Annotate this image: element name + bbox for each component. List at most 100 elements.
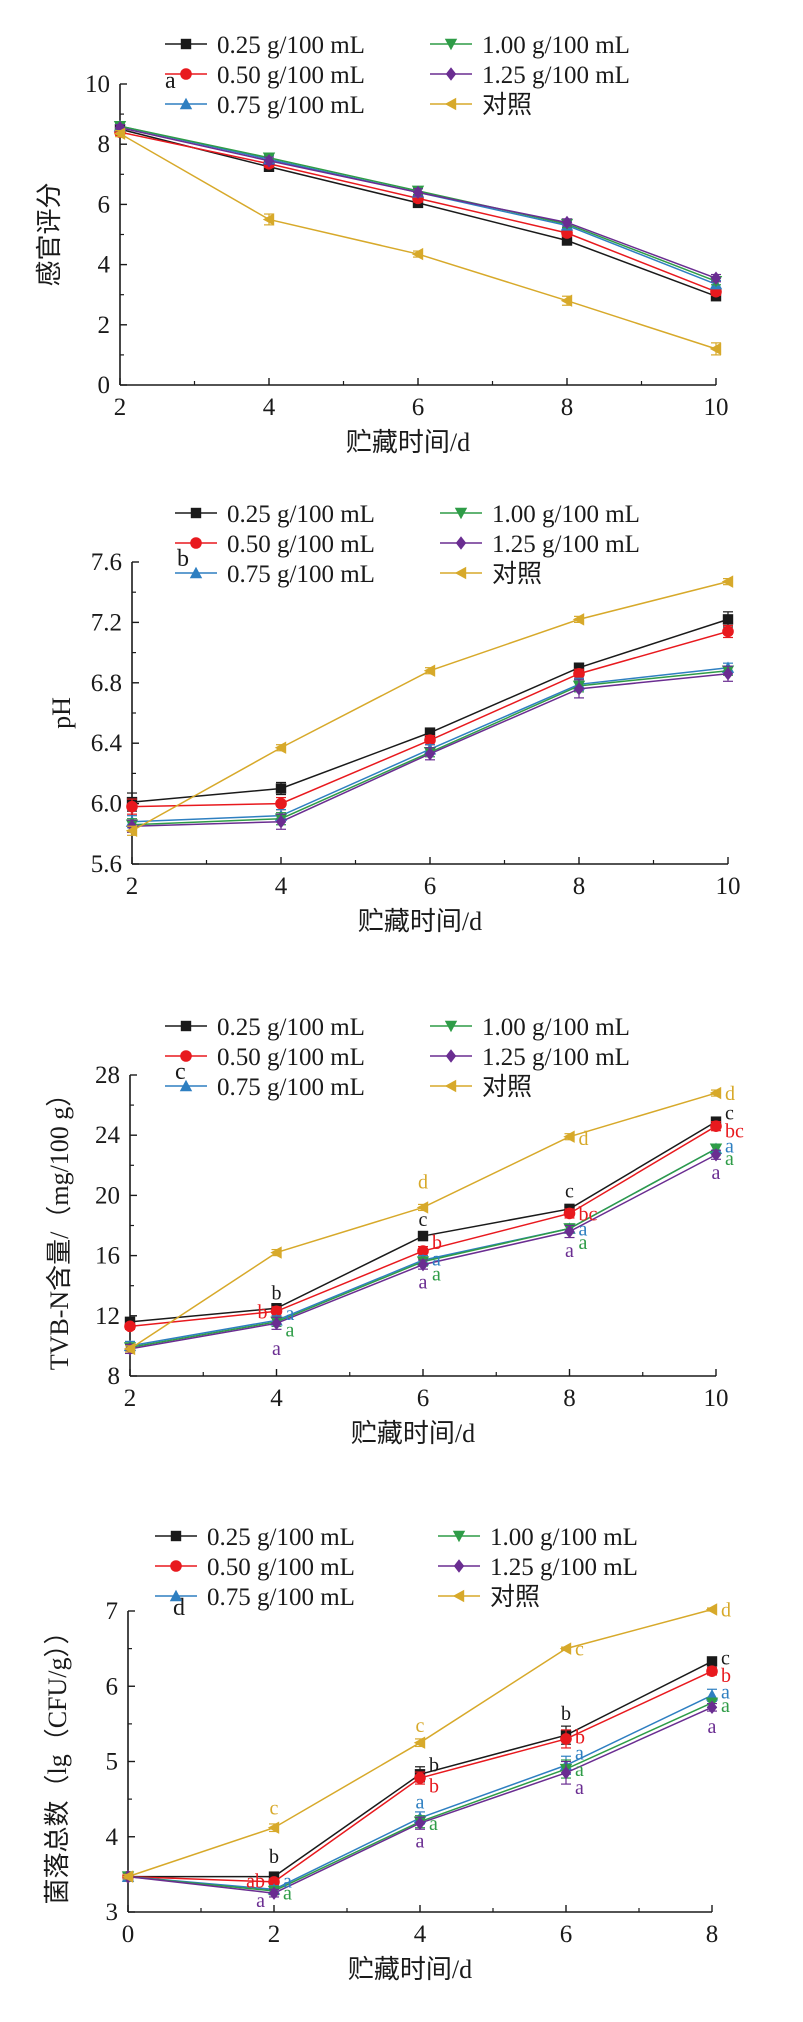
- legend-marker: [180, 68, 192, 80]
- data-point: [413, 1736, 426, 1749]
- significance-label: a: [283, 1882, 292, 1904]
- legend-marker: [444, 97, 457, 111]
- data-point: [126, 800, 138, 813]
- y-tick-label: 7: [106, 1598, 119, 1625]
- series-line: [119, 131, 717, 293]
- significance-label: a: [575, 1742, 584, 1764]
- data-point: [709, 342, 722, 356]
- legend-label: 对照: [482, 91, 532, 119]
- significance-label: bc: [725, 1121, 744, 1143]
- significance-label: b: [432, 1232, 442, 1254]
- significance-label: b: [269, 1846, 279, 1868]
- significance-label: a: [286, 1303, 295, 1325]
- series-0: [126, 611, 734, 812]
- x-axis-title: 贮藏时间/d: [358, 907, 482, 936]
- y-tick-label: 16: [95, 1243, 120, 1270]
- significance-label: d: [418, 1171, 428, 1193]
- significance-label: c: [565, 1180, 574, 1202]
- legend-marker: [179, 97, 193, 110]
- legend-item-4: 1.25 g/100 mL: [430, 1044, 630, 1071]
- legend-label: 0.50 g/100 mL: [207, 1554, 355, 1581]
- legend-marker: [180, 38, 192, 50]
- significance-label: a: [565, 1240, 574, 1262]
- significance-label: b: [561, 1703, 571, 1725]
- legend-label: 1.00 g/100 mL: [492, 501, 640, 528]
- legend-label: 1.25 g/100 mL: [490, 1554, 638, 1581]
- legend-label: 0.50 g/100 mL: [217, 1044, 365, 1071]
- data-point: [573, 682, 585, 696]
- data-point: [414, 1816, 426, 1830]
- significance-label: b: [429, 1776, 439, 1798]
- series-5: [113, 127, 722, 356]
- y-tick-label: 5.6: [91, 851, 122, 878]
- series-4: [114, 120, 722, 285]
- legend-marker: [444, 38, 458, 51]
- legend-marker: [454, 566, 467, 580]
- x-tick-label: 4: [270, 1385, 283, 1412]
- x-tick-label: 2: [114, 394, 127, 421]
- legend-item-2: 0.75 g/100 mL: [165, 1074, 365, 1101]
- data-point: [268, 1886, 280, 1900]
- legend-marker: [189, 566, 203, 579]
- legend-label: 0.75 g/100 mL: [217, 92, 365, 119]
- legend-marker: [445, 1049, 457, 1063]
- significance-label: a: [575, 1777, 584, 1799]
- x-tick-label: 4: [414, 1921, 427, 1948]
- y-tick-label: 5: [106, 1749, 119, 1776]
- significance-label: a: [416, 1830, 425, 1852]
- x-tick-label: 2: [268, 1921, 281, 1948]
- data-point: [572, 613, 585, 626]
- chart-panel-b: 5.6 6.0 6.4 6.8 7.2 7.6 2 4 6 8 10 贮藏时间/d pH b 0.25 g/…: [47, 501, 741, 936]
- legend-item-1: 0.50 g/100 mL: [175, 531, 375, 558]
- legend-label: 1.00 g/100 mL: [482, 32, 630, 59]
- series-1: [126, 624, 734, 815]
- legend-marker: [455, 536, 467, 550]
- x-tick-label: 2: [124, 1385, 137, 1412]
- y-tick-label: 4: [106, 1824, 119, 1851]
- significance-label: b: [429, 1755, 439, 1777]
- data-point: [563, 1130, 575, 1143]
- series-4: [126, 665, 734, 833]
- legend-marker: [180, 1020, 192, 1032]
- legend-item-2: 0.75 g/100 mL: [165, 92, 365, 119]
- significance-label: a: [721, 1682, 730, 1704]
- series-1: [122, 1665, 718, 1888]
- legend-marker: [190, 537, 202, 549]
- legend-marker: [169, 1589, 183, 1602]
- y-tick-label: 12: [95, 1303, 120, 1330]
- data-point: [706, 1656, 718, 1667]
- legend-marker: [453, 1559, 465, 1573]
- significance-label: b: [721, 1665, 731, 1687]
- data-point: [424, 747, 436, 761]
- data-point: [706, 1700, 718, 1715]
- legend-label: 0.50 g/100 mL: [227, 531, 375, 558]
- y-axis-title: 感官评分: [35, 182, 64, 286]
- y-tick-label: 6: [98, 191, 111, 218]
- data-point: [710, 1120, 722, 1132]
- significance-label: a: [575, 1759, 584, 1781]
- significance-label: a: [286, 1319, 295, 1341]
- data-point: [412, 185, 424, 200]
- x-tick-label: 8: [573, 873, 586, 900]
- y-tick-label: 2: [98, 312, 111, 339]
- significance-label: c: [416, 1715, 425, 1737]
- legend-label: 0.75 g/100 mL: [207, 1584, 355, 1611]
- data-point: [561, 235, 573, 246]
- legend-item-4: 1.25 g/100 mL: [438, 1554, 638, 1581]
- significance-label: a: [283, 1870, 292, 1892]
- legend-label: 1.25 g/100 mL: [492, 531, 640, 558]
- legend-item-2: 0.75 g/100 mL: [155, 1584, 355, 1611]
- significance-label: c: [725, 1103, 734, 1125]
- y-tick-label: 7.2: [91, 609, 122, 636]
- data-point: [113, 127, 126, 140]
- data-point: [722, 614, 734, 625]
- panel-label: a: [165, 68, 176, 94]
- series-1: [114, 126, 722, 298]
- significance-label: d: [721, 1599, 731, 1621]
- significance-label: a: [429, 1813, 438, 1835]
- y-tick-label: 6.4: [91, 730, 123, 757]
- y-tick-label: 6.0: [91, 791, 122, 818]
- legend-item-5: 对照: [430, 91, 532, 119]
